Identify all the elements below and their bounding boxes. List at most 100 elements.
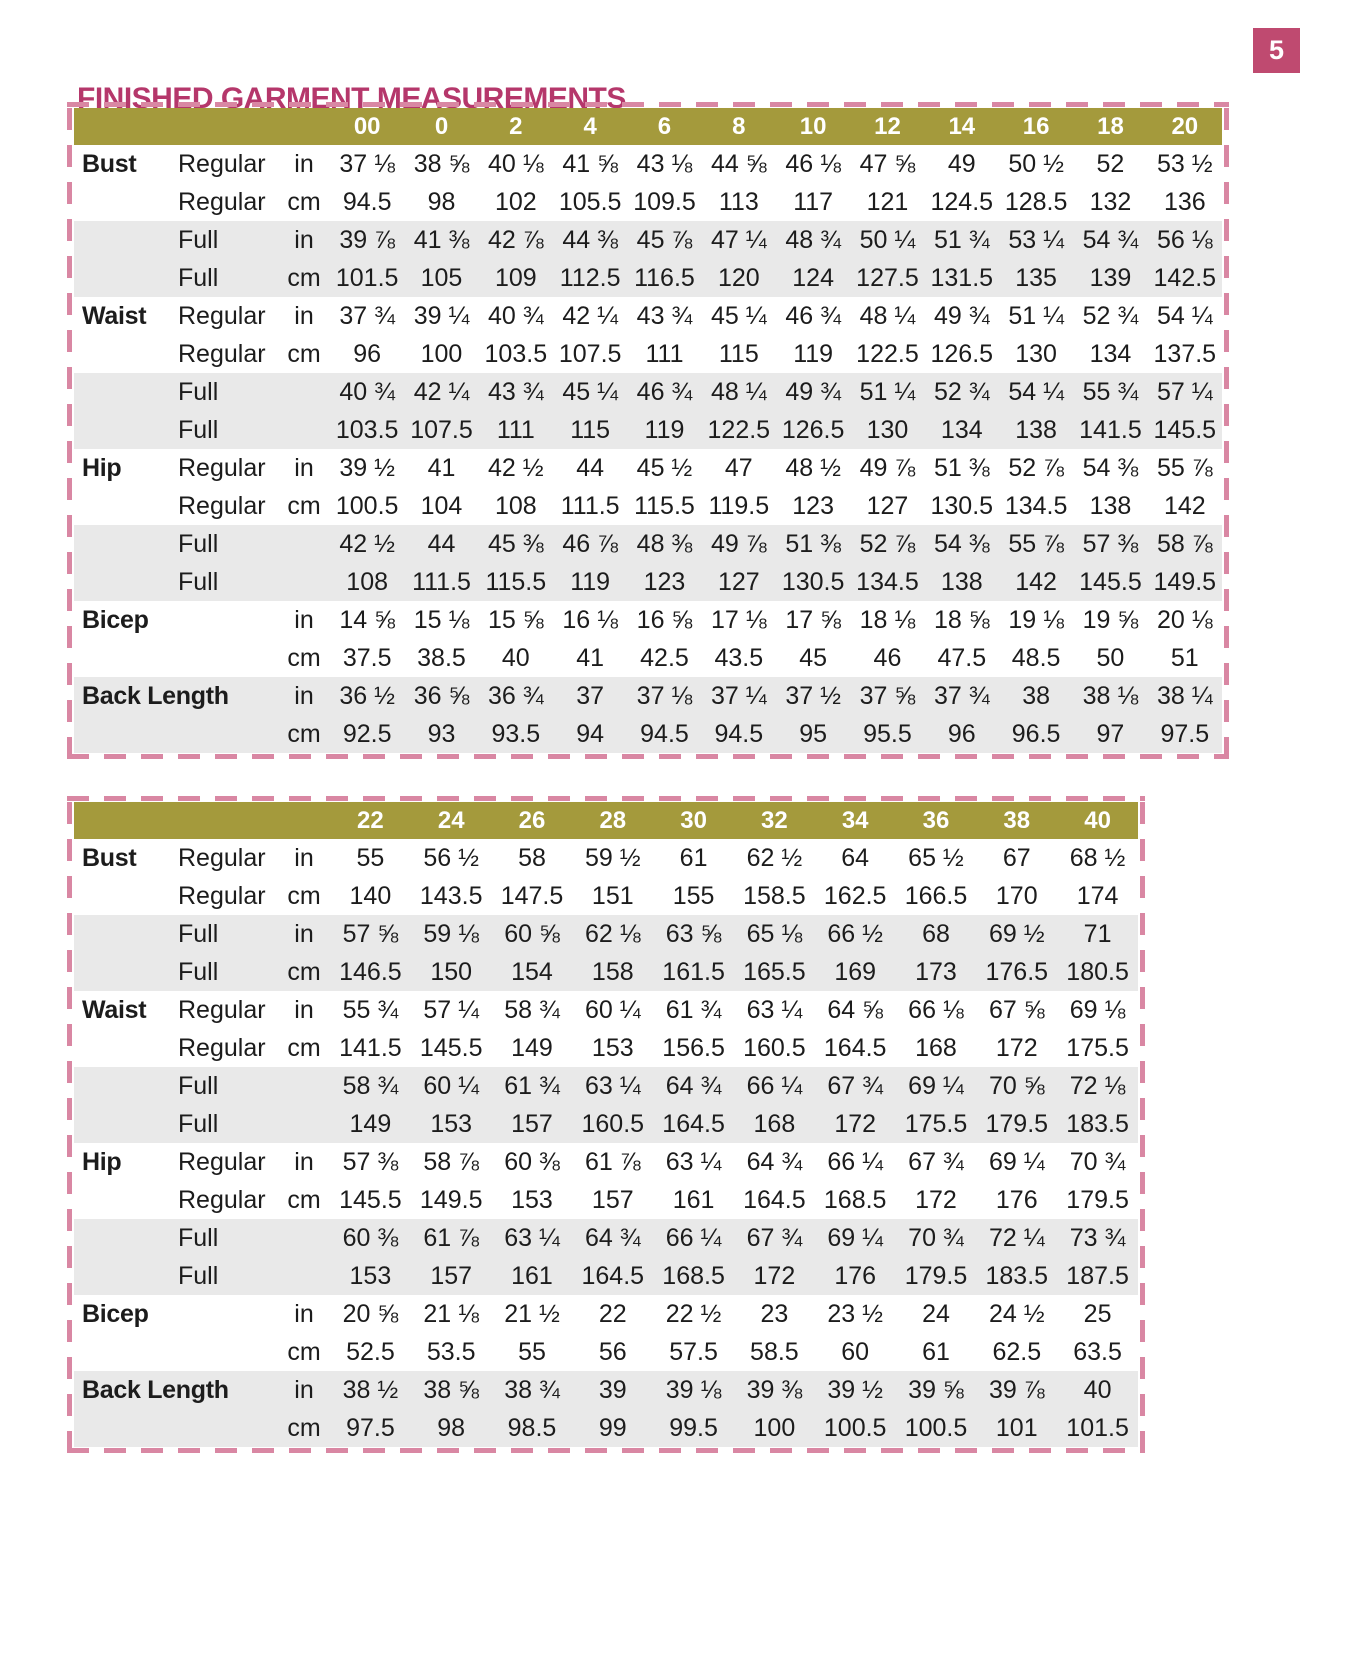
value-cell: 119 (793, 339, 834, 368)
value-cell: 69 ⅛ (1069, 995, 1126, 1024)
value-cell: 57 ⅝ (330, 915, 411, 953)
unit-label: cm (287, 187, 321, 216)
measurement-row: cm 92.5 93 93.5 94 94.5 94.5 95 95.5 96 96.5 97 97.5 (74, 715, 1222, 753)
value-cell: 119.5 (708, 491, 770, 520)
value-cell: 54 ⅜ (1082, 453, 1139, 482)
unit-label: in (294, 149, 314, 178)
value-cell: 164.5 (572, 1257, 654, 1295)
measurement-label (74, 221, 178, 259)
measurement-label: Back Length (74, 677, 229, 715)
value-cell: 48 ½ (785, 453, 841, 482)
measurement-label: Bicep (82, 605, 149, 634)
value-cell: 162.5 (823, 881, 887, 910)
value-cell: 55 ¾ (342, 995, 399, 1024)
value-cell: 48 ¼ (701, 373, 776, 411)
measurement-row: Full cm 101.5 105 109 112.5 116.5 120 124 127.5 13… (74, 259, 1222, 297)
value-cell: 67 (1002, 843, 1031, 872)
value-cell: 179.5 (976, 1105, 1058, 1143)
value-cell: 41 (576, 643, 605, 672)
value-cell: 21 ½ (504, 1299, 560, 1328)
value-cell: 149 (330, 1105, 411, 1143)
value-cell: 61 ¾ (665, 995, 722, 1024)
value-cell: 142 (998, 563, 1074, 601)
measurement-row: Regular cm 141.5 145.5 149 153 156.5 160.5 164.5… (74, 1029, 1138, 1067)
size-column-header: 00 (330, 108, 405, 145)
value-cell: 40 ⅛ (488, 149, 544, 178)
value-cell: 14 ⅝ (339, 605, 395, 634)
value-cell: 50 ½ (1008, 149, 1064, 178)
fit-label: Full (178, 411, 278, 449)
measurement-label (74, 335, 178, 373)
value-cell: 48 ⅜ (627, 525, 702, 563)
value-cell: 134.5 (1004, 491, 1068, 520)
value-cell: 17 ⅛ (711, 605, 767, 634)
size-column-header: 10 (775, 108, 851, 145)
unit-label: cm (278, 1409, 330, 1447)
value-cell: 58 ⅞ (1147, 525, 1222, 563)
value-cell: 36 ½ (330, 677, 405, 715)
measurement-row: cm 97.5 98 98.5 99 99.5 100 100.5 100.5 101 101.5 (74, 1409, 1138, 1447)
value-cell: 176.5 (976, 953, 1058, 991)
value-cell: 168 (915, 1033, 957, 1062)
value-cell: 44 ⅜ (552, 221, 628, 259)
value-cell: 58 ⅞ (423, 1147, 479, 1176)
value-cell: 103.5 (330, 411, 405, 449)
value-cell: 43 ¾ (478, 373, 553, 411)
value-cell: 130 (850, 411, 925, 449)
value-cell: 64 ¾ (746, 1147, 803, 1176)
value-cell: 37 ¾ (339, 301, 395, 330)
value-cell: 94.5 (701, 715, 776, 753)
value-cell: 64 ¾ (653, 1067, 734, 1105)
value-cell: 57 ¼ (1147, 373, 1222, 411)
value-cell: 51 ⅜ (933, 453, 990, 482)
value-cell: 58.5 (750, 1337, 799, 1366)
value-cell: 146.5 (330, 953, 411, 991)
value-cell: 24 ½ (988, 1299, 1045, 1328)
value-cell: 51 (1170, 643, 1199, 672)
value-cell: 94.5 (627, 715, 702, 753)
value-cell: 142.5 (1147, 259, 1222, 297)
value-cell: 25 (1083, 1299, 1112, 1328)
value-cell: 102 (494, 187, 537, 216)
value-cell: 45 ⅞ (627, 221, 702, 259)
value-cell: 153 (511, 1185, 553, 1214)
value-cell: 37 ⅛ (339, 149, 395, 178)
size-column-header: 36 (895, 802, 977, 839)
fit-label: Regular (178, 453, 266, 482)
size-column-header: 20 (1147, 108, 1222, 145)
value-cell: 42.5 (640, 643, 689, 672)
value-cell: 44 ⅝ (711, 149, 767, 178)
value-cell: 64 ⅝ (827, 995, 883, 1024)
value-cell: 49 ⅞ (859, 453, 916, 482)
value-cell: 51 ⅜ (775, 525, 851, 563)
fit-label: Regular (178, 1147, 266, 1176)
fit-label: Full (178, 259, 278, 297)
value-cell: 48.5 (1011, 643, 1061, 672)
measurement-label (74, 563, 178, 601)
unit-label: in (294, 301, 314, 330)
measurement-header-spacer (74, 802, 178, 839)
value-cell: 154 (491, 953, 573, 991)
measurement-row: Regular cm 100.5 104 108 111.5 115.5 119.5 123 12… (74, 487, 1222, 525)
value-cell: 113 (718, 187, 759, 216)
value-cell: 39 ⅞ (330, 221, 405, 259)
value-cell: 164.5 (653, 1105, 734, 1143)
value-cell: 52.5 (346, 1337, 395, 1366)
size-column-header: 6 (627, 108, 702, 145)
size-column-header: 38 (976, 802, 1058, 839)
value-cell: 156.5 (662, 1033, 725, 1062)
value-cell: 97.5 (1147, 715, 1222, 753)
value-cell: 37 ¾ (924, 677, 999, 715)
value-cell: 111 (645, 339, 684, 368)
value-cell: 115 (718, 339, 759, 368)
value-cell: 52 ¾ (924, 373, 999, 411)
value-cell: 17 ⅝ (785, 605, 841, 634)
value-cell: 20 ⅛ (1157, 605, 1213, 634)
measurement-row: Full in 39 ⅞ 41 ⅜ 42 ⅞ 44 ⅜ 45 ⅞ 47 ¼ 48 ¾ 50 ¼ 51… (74, 221, 1222, 259)
unit-label: cm (287, 881, 321, 910)
value-cell: 119 (552, 563, 628, 601)
value-cell: 147.5 (500, 881, 564, 910)
value-cell: 180.5 (1057, 953, 1138, 991)
